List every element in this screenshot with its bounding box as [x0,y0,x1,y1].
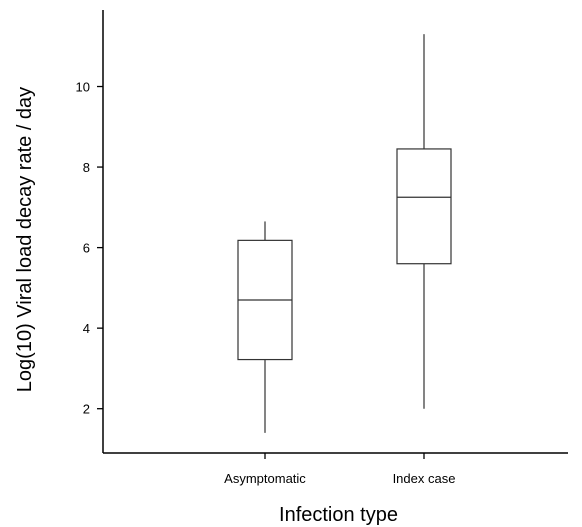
x-category-label: Asymptomatic [224,471,306,486]
box-asymptomatic [237,221,293,433]
y-tick-label: 10 [76,80,90,95]
y-ticks: 2 4 6 8 10 [76,80,103,417]
iqr-box [396,148,452,265]
x-axis-title: Infection type [279,504,398,526]
y-tick-label: 2 [83,402,90,417]
box-index-case [396,34,452,409]
box-series [237,34,452,433]
x-category-labels: Asymptomatic Index case [224,453,455,486]
y-tick-label: 4 [83,321,90,336]
axes [102,10,568,454]
y-tick-label: 8 [83,160,90,175]
x-category-label: Index case [393,471,456,486]
y-tick-label: 6 [83,241,90,256]
y-axis-title: Log(10) Viral load decay rate / day [14,87,36,392]
